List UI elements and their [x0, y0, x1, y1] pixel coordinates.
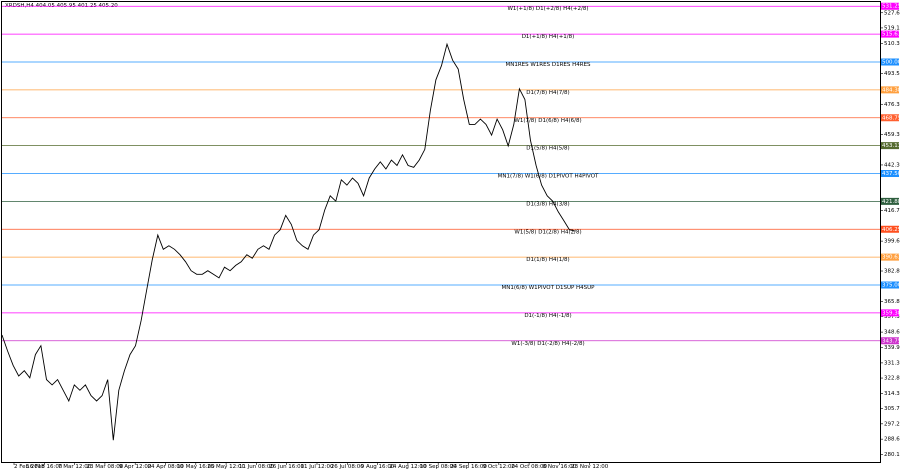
level-label: MN1(7/8) W1(6/8) D1PIVOT H4PIVOT	[498, 174, 599, 180]
y-tick-label: 314.30	[884, 391, 900, 397]
x-tick-label: 7 Mar 12:00	[58, 464, 92, 470]
x-tick-label: 11 Jul 12:00	[301, 464, 334, 470]
x-tick-label: 2 Feb 2018	[14, 464, 45, 470]
y-tick-label: 297.20	[884, 421, 900, 427]
level-label: D1(7/8) H4(7/8)	[526, 90, 569, 96]
x-tick-label: 24 Aug 12:00	[389, 464, 427, 470]
y-tick-label: 288.60	[884, 437, 900, 443]
x-tick-label: 24 Oct 08:00	[511, 464, 547, 470]
level-price-label: 531.25	[882, 4, 900, 10]
level-label: D1(1/8) H4(1/8)	[526, 257, 569, 263]
x-tick-label: 10 Sep 08:00	[420, 464, 457, 470]
level-price-label: 390.63	[882, 255, 900, 261]
x-tick-label: 24 Apr 08:00	[148, 464, 184, 470]
x-tick-label: 8 Nov 16:00	[543, 464, 577, 470]
y-tick-label: 365.85	[884, 299, 900, 305]
level-label: W1(-3/8) D1(-2/8) H4(-2/8)	[511, 341, 584, 347]
y-tick-label: 322.85	[884, 376, 900, 382]
level-price-label: 468.75	[882, 115, 900, 121]
level-price-box	[881, 225, 899, 233]
level-label: MN1(6/8) W1PIVOT D1SUP H4SUP	[501, 285, 595, 291]
y-tick-label: 416.70	[884, 208, 900, 214]
level-price-box	[881, 142, 899, 150]
level-price-box	[881, 337, 899, 345]
level-label: D1(5/8) H4(5/8)	[526, 146, 569, 152]
plot-frame	[1, 1, 881, 463]
y-tick-label: 510.35	[884, 41, 900, 47]
y-tick-label: 305.70	[884, 406, 900, 412]
level-price-label: 421.88	[882, 199, 900, 205]
x-tick-label: 9 Apr 12:00	[119, 464, 152, 470]
x-tick-label: 25 May 12:00	[207, 464, 245, 470]
y-tick-label: 280.10	[884, 452, 900, 458]
level-price-box	[881, 197, 899, 205]
level-price-box	[881, 2, 899, 10]
level-price-box	[881, 86, 899, 94]
x-tick-label: 11 Jun 08:00	[239, 464, 274, 470]
level-label: W1(7/8) D1(6/8) H4(6/8)	[514, 118, 581, 124]
x-tick-label: 23 Nov 12:00	[571, 464, 609, 470]
level-price-box	[881, 281, 899, 289]
y-tick-label: 399.60	[884, 239, 900, 245]
y-tick-label: 348.60	[884, 330, 900, 336]
level-price-box	[881, 309, 899, 317]
level-price-box	[881, 30, 899, 38]
level-price-label: 453.13	[882, 143, 900, 149]
level-price-box	[881, 58, 899, 66]
level-price-label: 406.25	[882, 227, 900, 233]
x-tick-label: 16 Feb 16:00	[26, 464, 63, 470]
price-line	[1, 42, 576, 441]
level-label: D1(3/8) H4(3/8)	[526, 201, 569, 207]
level-price-label: 375.00	[882, 283, 900, 289]
level-label: W1(+1/8) D1(+2/8) H4(+2/8)	[507, 6, 588, 12]
level-price-box	[881, 114, 899, 122]
y-tick-label: 382.85	[884, 269, 900, 275]
y-tick-label: 442.30	[884, 162, 900, 168]
y-tick-label: 459.30	[884, 132, 900, 138]
x-tick-label: 23 Mar 08:00	[87, 464, 124, 470]
level-price-label: 515.63	[882, 32, 900, 38]
y-tick-label: 357.35	[884, 314, 900, 320]
y-tick-label: 527.60	[884, 10, 900, 16]
x-tick-label: 26 Jul 08:00	[331, 464, 364, 470]
level-label: MN1RES W1RES D1RES H4RES	[505, 62, 591, 68]
level-price-label: 343.75	[882, 338, 900, 344]
level-price-label: 359.38	[882, 310, 900, 316]
level-price-label: 484.38	[882, 87, 900, 93]
y-tick-label: 519.10	[884, 25, 900, 31]
x-tick-label: 9 Aug 16:00	[361, 464, 395, 470]
y-tick-label: 493.55	[884, 71, 900, 77]
x-tick-label: 24 Sep 16:00	[450, 464, 487, 470]
x-tick-label: 10 May 16:00	[177, 464, 215, 470]
level-label: D1(+1/8) H4(+1/8)	[522, 34, 575, 40]
level-label: W1(5/8) D1(2/8) H4(2/8)	[514, 229, 581, 235]
level-price-label: 500.00	[882, 59, 900, 65]
level-price-box	[881, 170, 899, 178]
y-tick-label: 331.35	[884, 360, 900, 366]
x-tick-label: 9 Oct 12:00	[483, 464, 516, 470]
x-tick-label: 26 Jun 16:00	[269, 464, 304, 470]
y-tick-label: 476.30	[884, 102, 900, 108]
level-price-label: 437.50	[882, 171, 900, 177]
level-price-box	[881, 253, 899, 261]
y-tick-label: 339.90	[884, 345, 900, 351]
level-label: D1(-1/8) H4(-1/8)	[524, 313, 571, 319]
